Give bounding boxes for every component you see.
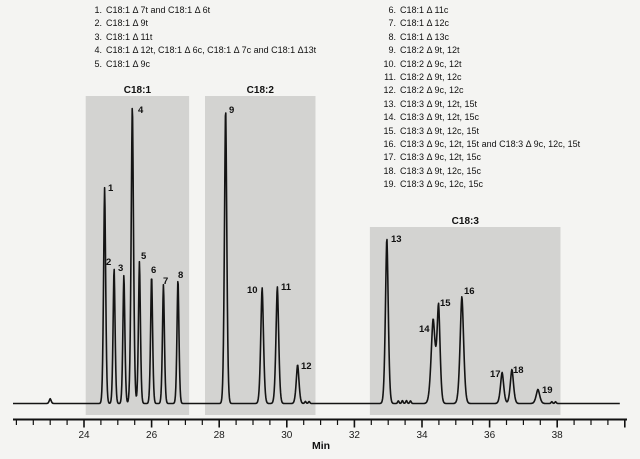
legend-item: 4. C18:1 Δ 12t, C18:1 Δ 6c, C18:1 Δ 7c an… bbox=[87, 44, 316, 57]
legend-item: 9. C18:2 Δ 9t, 12t bbox=[377, 44, 580, 57]
legend-item-number: 6. bbox=[388, 5, 396, 15]
legend-item: 18. C18:3 Δ 9t, 12c, 15c bbox=[377, 165, 580, 178]
legend-item-text: C18:2 Δ 9t, 12c bbox=[400, 72, 462, 83]
legend-item-text: C18:1 Δ 12t, C18:1 Δ 6c, C18:1 Δ 7c and … bbox=[106, 45, 317, 56]
legend-item-text: C18:3 Δ 9c, 12c, 15c bbox=[400, 179, 484, 190]
peak-label-11: 11 bbox=[281, 282, 292, 293]
legend-item-number: 11. bbox=[384, 72, 396, 83]
legend-item-number: 8. bbox=[388, 31, 396, 42]
legend-item: 7. C18:1 Δ 12c bbox=[377, 17, 580, 30]
legend-item: 17. C18:3 Δ 9c, 12t, 15c bbox=[377, 151, 580, 164]
x-axis-tick-label: 28 bbox=[214, 430, 226, 441]
legend-item: 12. C18:2 Δ 9c, 12c bbox=[377, 84, 580, 97]
legend-item-text: C18:1 Δ 7t and C18:1 Δ 6t bbox=[106, 5, 211, 15]
legend-item-text: C18:1 Δ 12c bbox=[400, 18, 450, 29]
legend-item-text: C18:1 Δ 11t bbox=[106, 31, 153, 42]
legend-item-text: C18:2 Δ 9t, 12t bbox=[400, 45, 460, 56]
legend-item-text: C18:3 Δ 9t, 12c, 15t bbox=[400, 125, 480, 136]
legend-item-number: 18. bbox=[383, 165, 396, 176]
legend-item: 8. C18:1 Δ 13c bbox=[377, 31, 580, 44]
legend-item-number: 16. bbox=[383, 139, 396, 150]
legend-item-number: 10. bbox=[383, 58, 396, 69]
peak-label-7: 7 bbox=[163, 276, 168, 287]
peak-label-15: 15 bbox=[440, 298, 451, 309]
x-axis-tick-label: 38 bbox=[552, 430, 564, 441]
legend-item: 10. C18:2 Δ 9c, 12t bbox=[377, 58, 580, 71]
legend-item-number: 5. bbox=[94, 58, 102, 69]
legend-item: 15. C18:3 Δ 9t, 12c, 15t bbox=[377, 125, 580, 138]
peak-label-18: 18 bbox=[513, 365, 524, 376]
region-title-c18-1: C18:1 bbox=[124, 85, 152, 96]
legend-item-number: 2. bbox=[94, 18, 102, 29]
chromatogram-trace bbox=[12, 107, 621, 405]
legend-item-number: 14. bbox=[383, 112, 396, 123]
legend-item-number: 4. bbox=[94, 45, 102, 56]
peak-label-2: 2 bbox=[106, 257, 111, 268]
peak-legend-right-column: 6. C18:1 Δ 11c 7. C18:1 Δ 12c 8. C18:1 Δ 13c 9… bbox=[377, 4, 580, 192]
legend-item: 6. C18:1 Δ 11c bbox=[377, 4, 580, 17]
x-axis-tick-label: 32 bbox=[349, 430, 361, 441]
region-title-c18-3: C18:3 bbox=[452, 216, 480, 227]
x-axis-tick-label: 34 bbox=[416, 430, 428, 441]
legend-item: 3. C18:1 Δ 11t bbox=[87, 31, 316, 44]
peak-label-5: 5 bbox=[141, 251, 147, 262]
peak-label-13: 13 bbox=[391, 234, 402, 245]
peak-label-9: 9 bbox=[229, 105, 234, 116]
peak-label-17: 17 bbox=[490, 369, 501, 380]
legend-item-number: 9. bbox=[388, 45, 396, 56]
peak-label-16: 16 bbox=[464, 286, 475, 297]
legend-item-number: 17. bbox=[383, 152, 396, 163]
x-axis-tick-label: 36 bbox=[484, 430, 496, 441]
legend-item-text: C18:3 Δ 9t, 12t, 15t bbox=[400, 98, 478, 109]
peak-label-4: 4 bbox=[138, 105, 144, 116]
x-axis-unit-label: Min bbox=[312, 440, 330, 452]
legend-item-text: C18:1 Δ 13c bbox=[400, 31, 450, 42]
legend-item-number: 7. bbox=[388, 18, 396, 29]
peak-label-10: 10 bbox=[247, 285, 258, 296]
legend-item-text: C18:3 Δ 9t, 12c, 15c bbox=[400, 165, 482, 176]
legend-item: 5. C18:1 Δ 9c bbox=[87, 58, 316, 71]
legend-item: 16. C18:3 Δ 9c, 12t, 15t and C18:3 Δ 9c, … bbox=[377, 138, 580, 151]
legend-item: 2. C18:1 Δ 9t bbox=[87, 17, 316, 30]
legend-item: 19. C18:3 Δ 9c, 12c, 15c bbox=[377, 178, 580, 191]
x-axis-tick-label: 26 bbox=[146, 430, 158, 441]
legend-item: 13. C18:3 Δ 9t, 12t, 15t bbox=[377, 98, 580, 111]
peak-label-1: 1 bbox=[108, 183, 114, 194]
legend-item: 1. C18:1 Δ 7t and C18:1 Δ 6t bbox=[87, 4, 316, 17]
legend-item-number: 1. bbox=[94, 5, 102, 15]
x-axis-tick-label: 24 bbox=[78, 430, 90, 441]
region-title-c18-2: C18:2 bbox=[247, 85, 275, 96]
peak-label-6: 6 bbox=[151, 265, 156, 276]
peak-legend-left-column: 1. C18:1 Δ 7t and C18:1 Δ 6t 2. C18:1 Δ 9t 3… bbox=[87, 4, 316, 71]
peak-label-19: 19 bbox=[542, 385, 553, 396]
peak-label-14: 14 bbox=[419, 324, 430, 335]
legend-item-text: C18:1 Δ 11c bbox=[400, 5, 449, 15]
legend-item-text: C18:3 Δ 9c, 12t, 15c bbox=[400, 152, 482, 163]
legend-item-text: C18:2 Δ 9c, 12c bbox=[400, 85, 464, 96]
x-axis-tick-label: 30 bbox=[281, 430, 293, 441]
legend-item-number: 19. bbox=[383, 179, 396, 190]
legend-item-number: 15. bbox=[383, 125, 396, 136]
legend-item-text: C18:2 Δ 9c, 12t bbox=[400, 58, 462, 69]
legend-item-number: 12. bbox=[383, 85, 396, 96]
peak-label-3: 3 bbox=[118, 263, 123, 274]
legend-item: 14. C18:3 Δ 9t, 12t, 15c bbox=[377, 111, 580, 124]
peak-label-8: 8 bbox=[178, 270, 183, 281]
legend-item-text: C18:1 Δ 9c bbox=[106, 58, 151, 69]
peak-label-12: 12 bbox=[301, 361, 312, 372]
legend-item-number: 3. bbox=[94, 31, 102, 42]
legend-item-text: C18:3 Δ 9c, 12t, 15t and C18:3 Δ 9c, 12c… bbox=[400, 139, 581, 150]
legend-item: 11. C18:2 Δ 9t, 12c bbox=[377, 71, 580, 84]
legend-item-number: 13. bbox=[383, 98, 396, 109]
legend-item-text: C18:1 Δ 9t bbox=[106, 18, 149, 29]
legend-item-text: C18:3 Δ 9t, 12t, 15c bbox=[400, 112, 480, 123]
